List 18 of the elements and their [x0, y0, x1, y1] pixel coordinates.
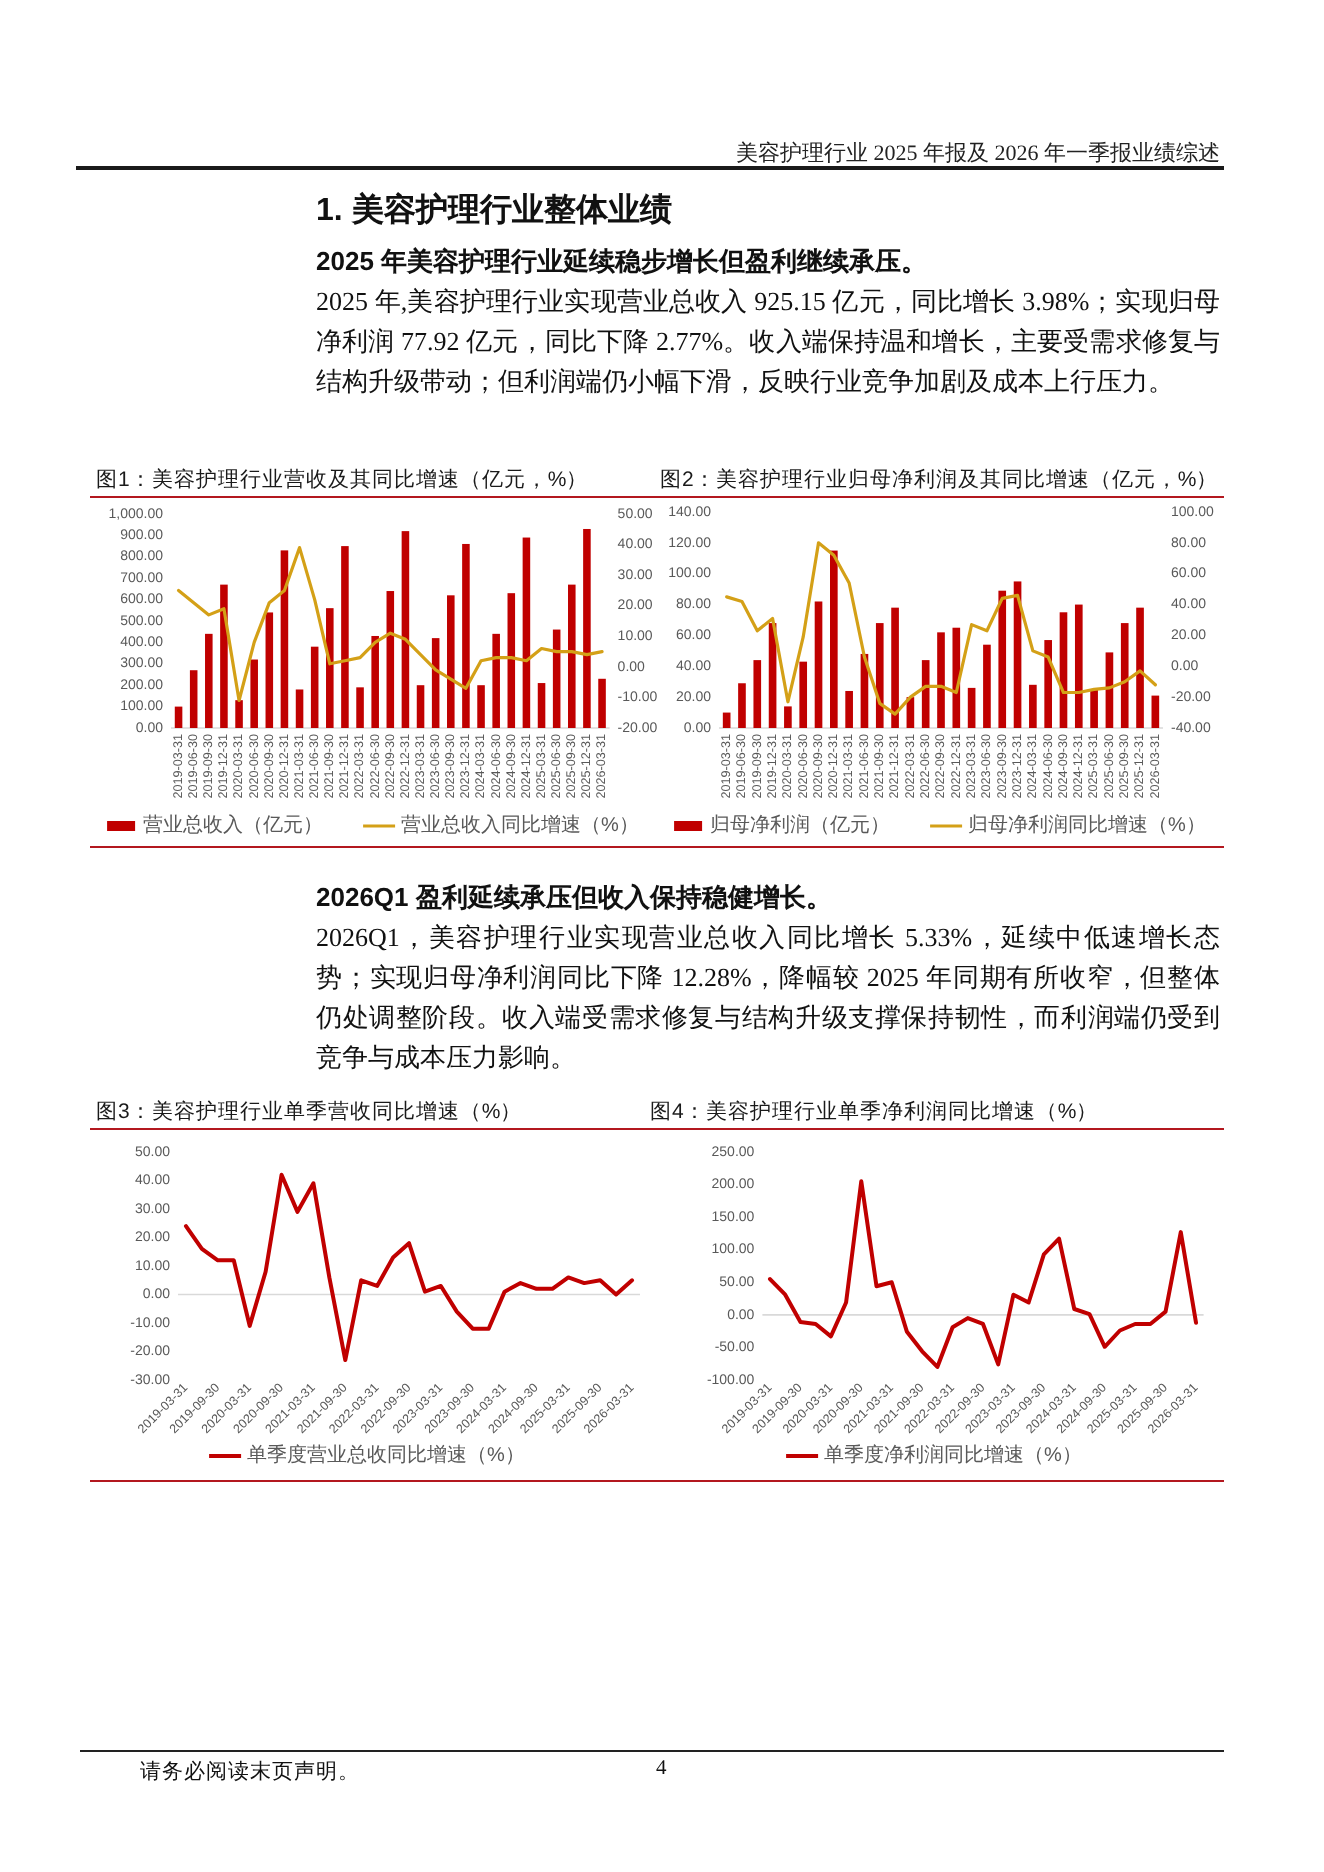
text: 4	[656, 1758, 667, 1780]
text: 2025 年,美容护理行业实现营业总收入 925.15 亿元，同比增长 3.98%；实现归母净利润 77.92 亿元，同比下降 2.77%。收入端保持温和增长，主要受需求修复与结构升级带动；但利润端仍小幅下滑，反映行业竞争加剧及成本上行压力。	[316, 284, 1220, 400]
legend-label: 归母净利润（亿元）	[710, 813, 891, 838]
legend-label: 单季度净利润同比增速（%）	[824, 1443, 1082, 1468]
chart-title: 图2：美容护理行业归母净利润及其同比增速（亿元，%）	[660, 466, 1219, 494]
text: 请务必阅读末页声明。	[140, 1758, 360, 1786]
legend-label: 单季度营业总收同比增速（%）	[247, 1443, 525, 1468]
chart-title: 图3：美容护理行业单季营收同比增速（%）	[96, 1098, 523, 1126]
chart-title: 图1：美容护理行业营收及其同比增速（亿元，%）	[96, 466, 589, 494]
text: 2025 年美容护理行业延续稳步增长但盈利继续承压。	[316, 244, 928, 280]
text: 2026Q1 盈利延续承压但收入保持稳健增长。	[316, 880, 832, 916]
text: 2026Q1，美容护理行业实现营业总收入同比增长 5.33%，延续中低速增长态势；实现归母净利润同比下降 12.28%，降幅较 2025 年同期有所收窄，但整体仍处调整阶段。收入端受需求修复与结构升级支撑保持韧性，而利润端仍受到竞争与成本压力影响。	[316, 920, 1220, 1076]
chart-title: 图4：美容护理行业单季净利润同比增速（%）	[650, 1098, 1099, 1126]
legend-label: 营业总收入（亿元）	[143, 813, 324, 838]
legend-label: 营业总收入同比增速（%）	[401, 813, 639, 838]
text: 1. 美容护理行业整体业绩	[316, 190, 672, 232]
legend-label: 归母净利润同比增速（%）	[968, 813, 1206, 838]
text: 美容护理行业 2025 年报及 2026 年一季报业绩综述	[736, 139, 1220, 168]
